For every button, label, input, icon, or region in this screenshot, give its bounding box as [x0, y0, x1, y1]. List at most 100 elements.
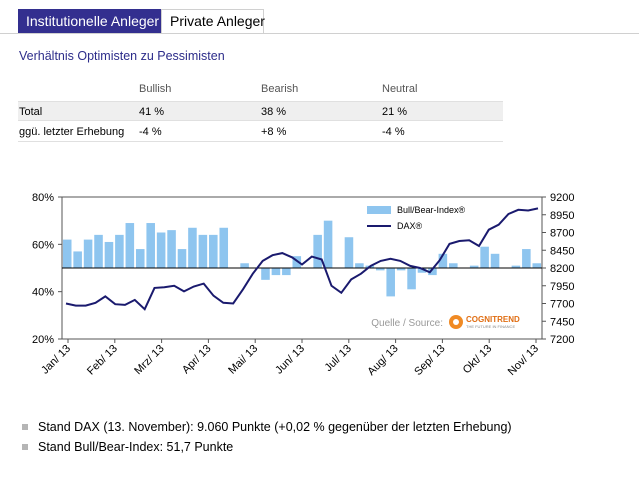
bull-bear-bar — [94, 234, 103, 268]
cell-bullish: 41 % — [139, 106, 165, 118]
table-row-total: Total 41 % 38 % 21 % — [18, 101, 503, 121]
bull-bear-bar — [428, 268, 437, 276]
left-axis-tick-label: 20% — [32, 334, 54, 346]
bull-bear-bar — [532, 263, 542, 268]
right-axis-tick-label: 9200 — [550, 192, 574, 204]
cell-bearish: +8 % — [261, 126, 287, 138]
bull-bear-bar — [438, 253, 448, 268]
table-row-change: ggü. letzter Erhebung -4 % +8 % -4 % — [18, 122, 503, 142]
bullet-text-index: Stand Bull/Bear-Index: 51,7 Punkte — [38, 440, 234, 454]
right-axis-tick-label: 8950 — [550, 210, 574, 222]
left-axis: 20% 40% 60% 80% — [32, 192, 62, 346]
row-label: ggü. letzter Erhebung — [19, 126, 125, 138]
bull-bear-bar — [146, 223, 155, 268]
legend-swatch-bullbear — [367, 206, 391, 214]
bull-bear-bar — [282, 268, 291, 276]
cell-bullish: -4 % — [139, 126, 162, 138]
header-neutral: Neutral — [382, 83, 418, 95]
cognitrend-logo-text: COGNITREND — [466, 315, 520, 324]
right-axis-tick-label: 8200 — [550, 263, 574, 275]
bull-bear-bar — [135, 249, 145, 268]
legend: Bull/Bear-Index® DAX® — [367, 205, 466, 231]
x-axis-tick-label: Feb/ 13 — [85, 343, 120, 378]
x-axis-tick-label: Mai/ 13 — [226, 343, 260, 377]
x-axis-tick-label: Apr/ 13 — [180, 343, 214, 377]
bull-bear-bar — [115, 234, 124, 268]
bull-bear-bar — [355, 263, 364, 268]
bull-bear-bar — [396, 268, 406, 271]
bull-bear-bar — [188, 227, 197, 268]
tab-divider — [0, 33, 639, 34]
left-axis-tick-label: 60% — [32, 239, 54, 251]
section-title: Verhältnis Optimisten zu Pessimisten — [19, 49, 225, 63]
cognitrend-logo-subtext: THE FUTURE IN FINANCE — [466, 324, 515, 329]
bull-bear-bar — [313, 234, 322, 268]
bull-bear-bars — [62, 220, 542, 297]
bull-bear-bar — [83, 239, 93, 268]
right-axis-tick-label: 7950 — [550, 281, 574, 293]
right-axis-tick-label: 7700 — [550, 299, 574, 311]
right-axis-tick-label: 7450 — [550, 316, 574, 328]
bull-bear-bar — [73, 251, 82, 268]
header-bullish: Bullish — [139, 83, 172, 95]
bull-bear-bar — [292, 256, 302, 268]
bull-bear-bar — [344, 237, 354, 268]
cell-neutral: -4 % — [382, 126, 405, 138]
dax-line — [65, 207, 539, 311]
left-axis-tick-label: 40% — [32, 287, 54, 299]
bull-bear-bar — [209, 234, 218, 268]
source-attribution: Quelle / Source: COGNITREND THE FUTURE I… — [371, 315, 520, 329]
bull-bear-bar — [480, 246, 489, 268]
list-item: Stand Bull/Bear-Index: 51,7 Punkte — [22, 438, 512, 458]
x-axis-labels: Jan/ 13 Feb/ 13 Mrz/ 13 Apr/ 13 Mai/ 13 Jun/ … — [39, 339, 541, 378]
bull-bear-bar — [240, 263, 249, 268]
bull-bear-bar — [167, 230, 176, 268]
x-axis-tick-label: Mrz/ 13 — [132, 343, 166, 377]
header-bearish: Bearish — [261, 83, 299, 95]
bullet-text-dax: Stand DAX (13. November): 9.060 Punkte (… — [38, 420, 512, 434]
tab-institutionelle-anleger[interactable]: Institutionelle Anleger — [18, 9, 161, 34]
bullet-square-icon — [22, 424, 28, 430]
bull-bear-bar — [323, 220, 333, 268]
row-label: Total — [19, 106, 43, 118]
right-axis-tick-label: 8450 — [550, 245, 574, 257]
tab-bar: Institutionelle Anleger Private Anleger — [0, 0, 639, 34]
bull-bear-bar — [449, 263, 458, 268]
source-label: Quelle / Source: — [371, 318, 443, 329]
bull-bear-bar — [156, 232, 166, 268]
x-axis-tick-label: Jan/ 13 — [39, 343, 73, 377]
x-axis-tick-label: Jun/ 13 — [273, 343, 307, 377]
right-axis: 7200 7450 7700 7950 8200 8450 8700 8950 9200 — [542, 192, 574, 346]
list-item: Stand DAX (13. November): 9.060 Punkte (… — [22, 418, 512, 438]
legend-label-bullbear: Bull/Bear-Index® — [397, 205, 466, 215]
bullet-square-icon — [22, 444, 28, 450]
bull-bear-bar — [375, 268, 385, 271]
bullet-list: Stand DAX (13. November): 9.060 Punkte (… — [22, 418, 512, 458]
right-axis-tick-label: 8700 — [550, 228, 574, 240]
bull-bear-bar — [271, 268, 281, 276]
x-axis-tick-label: Okt/ 13 — [461, 343, 495, 377]
bull-bear-bar — [62, 239, 72, 268]
bull-bear-bar — [198, 234, 208, 268]
x-axis-tick-label: Jul/ 13 — [323, 343, 354, 374]
bull-bear-bar — [261, 268, 270, 280]
bull-bear-bar — [177, 249, 187, 268]
x-axis-tick-label: Nov/ 13 — [506, 343, 541, 378]
bull-bear-bar — [407, 268, 416, 290]
right-axis-tick-label: 7200 — [550, 334, 574, 346]
legend-label-dax: DAX® — [397, 221, 423, 231]
sentiment-chart: 20% 40% 60% 80% 7200 7450 7700 7950 8200 8450 870… — [32, 192, 575, 378]
bull-bear-bar — [417, 268, 427, 273]
x-axis-tick-label: Aug/ 13 — [365, 343, 400, 378]
table-header-row: Bullish Bearish Neutral — [18, 79, 503, 99]
bull-bear-bar — [490, 253, 500, 268]
bull-bear-bar — [104, 241, 114, 268]
bull-bear-bar — [469, 265, 479, 268]
tab-private-anleger[interactable]: Private Anleger — [161, 9, 265, 34]
bull-bear-bar — [219, 227, 229, 268]
bull-bear-bar — [522, 249, 531, 268]
cognitrend-logo-icon-inner — [453, 319, 459, 325]
bull-bear-bar — [511, 265, 521, 268]
x-axis-tick-label: Sep/ 13 — [412, 343, 447, 378]
cell-neutral: 21 % — [382, 106, 408, 118]
